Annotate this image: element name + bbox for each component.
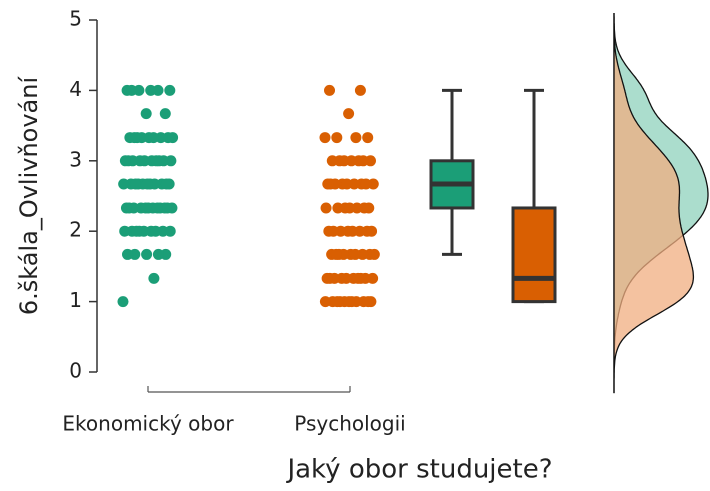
data-point <box>148 272 160 284</box>
data-point <box>320 202 332 214</box>
data-point <box>140 202 152 214</box>
data-point <box>145 84 157 96</box>
data-point <box>360 178 372 190</box>
data-point <box>122 248 134 260</box>
data-point <box>151 202 163 214</box>
data-point <box>140 108 152 120</box>
data-point <box>330 248 342 260</box>
x-tick-label: Ekonomický obor <box>62 412 234 436</box>
data-point <box>126 84 138 96</box>
data-point <box>346 225 358 237</box>
data-point <box>357 155 369 167</box>
data-point <box>363 202 375 214</box>
data-point <box>159 108 171 120</box>
data-point <box>319 296 331 308</box>
data-point <box>119 155 131 167</box>
data-point <box>343 108 355 120</box>
x-tick-label: Psychologii <box>294 412 405 436</box>
y-tick-label: 1 <box>69 288 82 312</box>
data-point <box>327 225 339 237</box>
x-axis-label: Jaký obor studujete? <box>285 455 552 485</box>
data-point <box>147 132 159 144</box>
data-point <box>332 202 344 214</box>
data-point <box>338 155 350 167</box>
data-point <box>349 248 361 260</box>
data-point <box>362 132 374 144</box>
data-point <box>354 84 366 96</box>
y-tick-label: 5 <box>69 7 82 31</box>
data-point <box>150 225 162 237</box>
data-point <box>326 155 338 167</box>
data-point <box>118 178 130 190</box>
data-point <box>331 296 343 308</box>
data-point <box>350 132 362 144</box>
data-point <box>138 155 150 167</box>
data-point <box>344 202 356 214</box>
data-point <box>340 272 352 284</box>
data-point <box>160 178 172 190</box>
data-point <box>362 296 374 308</box>
data-point <box>152 248 164 260</box>
data-point <box>319 132 331 144</box>
data-point <box>150 155 162 167</box>
data-point <box>129 178 141 190</box>
data-point <box>368 248 380 260</box>
data-point <box>167 132 179 144</box>
y-axis-label: 6.škála_Ovlivňování <box>15 76 43 316</box>
data-point <box>343 296 355 308</box>
density-curve <box>613 12 695 394</box>
data-point <box>141 178 153 190</box>
y-tick-label: 3 <box>69 147 82 171</box>
data-point <box>119 225 131 237</box>
data-point <box>120 202 132 214</box>
data-point <box>117 296 129 308</box>
box <box>511 206 557 304</box>
y-tick-label: 2 <box>69 218 82 242</box>
data-point <box>366 225 378 237</box>
data-point <box>322 178 334 190</box>
data-point <box>352 272 364 284</box>
y-tick-label: 4 <box>69 77 82 101</box>
data-point <box>331 132 343 144</box>
data-point <box>321 272 333 284</box>
data-point <box>128 132 140 144</box>
data-point <box>131 225 143 237</box>
y-tick-label: 0 <box>69 359 82 383</box>
data-point <box>324 84 336 96</box>
data-point <box>141 248 153 260</box>
data-point <box>341 178 353 190</box>
data-point <box>164 84 176 96</box>
